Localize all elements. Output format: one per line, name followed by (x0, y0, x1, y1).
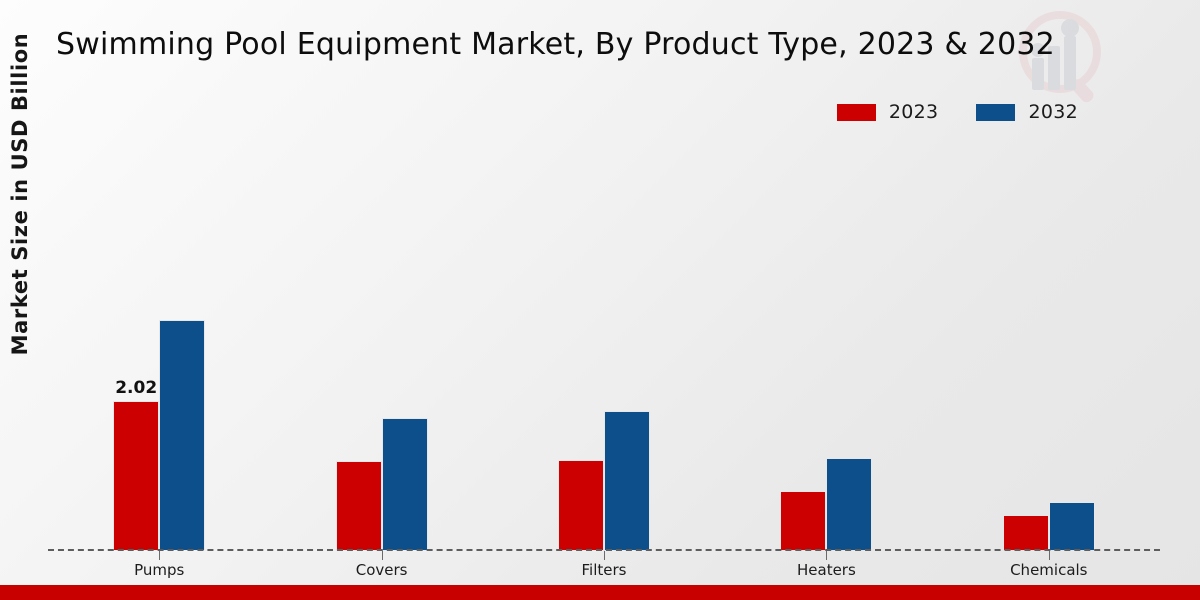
x-axis-label-chemicals: Chemicals (1010, 561, 1088, 579)
x-axis-line (48, 549, 1160, 551)
legend-label-2023: 2023 (888, 101, 939, 123)
y-axis-title: Market Size in USD Billion (8, 32, 32, 356)
bar-covers-2023[interactable] (335, 461, 382, 550)
footer-accent-bar (0, 585, 1200, 600)
bar-filters-2023[interactable] (558, 460, 604, 550)
x-axis-label-filters: Filters (581, 561, 627, 579)
bar-chemicals-2032[interactable] (1048, 502, 1095, 550)
legend-item-2032[interactable]: 2032 (976, 101, 1078, 123)
bar-chemicals-2023[interactable] (1002, 515, 1049, 550)
x-axis-tick (604, 551, 605, 560)
bar-pumps-2032[interactable] (159, 320, 206, 550)
bar-covers-2032[interactable] (381, 418, 428, 550)
bar-filters-2032[interactable] (604, 411, 650, 550)
bar-value-label: 2.02 (115, 378, 158, 398)
page-title: Swimming Pool Equipment Market, By Produ… (56, 27, 1055, 62)
x-axis-label-covers: Covers (355, 561, 408, 579)
legend-swatch-2032-icon (976, 103, 1016, 121)
bar-heaters-2023[interactable] (780, 491, 827, 550)
x-axis-tick (159, 551, 161, 560)
x-axis-label-heaters: Heaters (796, 561, 856, 579)
bar-pumps-2023[interactable]: 2.02 (113, 378, 160, 550)
bar-heaters-2032[interactable] (826, 458, 873, 550)
legend-item-2023[interactable]: 2023 (836, 101, 939, 123)
x-axis-tick (826, 551, 828, 560)
legend-swatch-2023-icon (836, 103, 876, 121)
x-axis-label-pumps: Pumps (134, 561, 185, 579)
plot-area: 2.02 (48, 140, 1160, 550)
x-axis-tick (1048, 551, 1050, 560)
legend-label-2032: 2032 (1028, 101, 1078, 123)
chart-legend: 2023 2032 (836, 101, 1078, 123)
x-axis-tick (381, 551, 383, 560)
